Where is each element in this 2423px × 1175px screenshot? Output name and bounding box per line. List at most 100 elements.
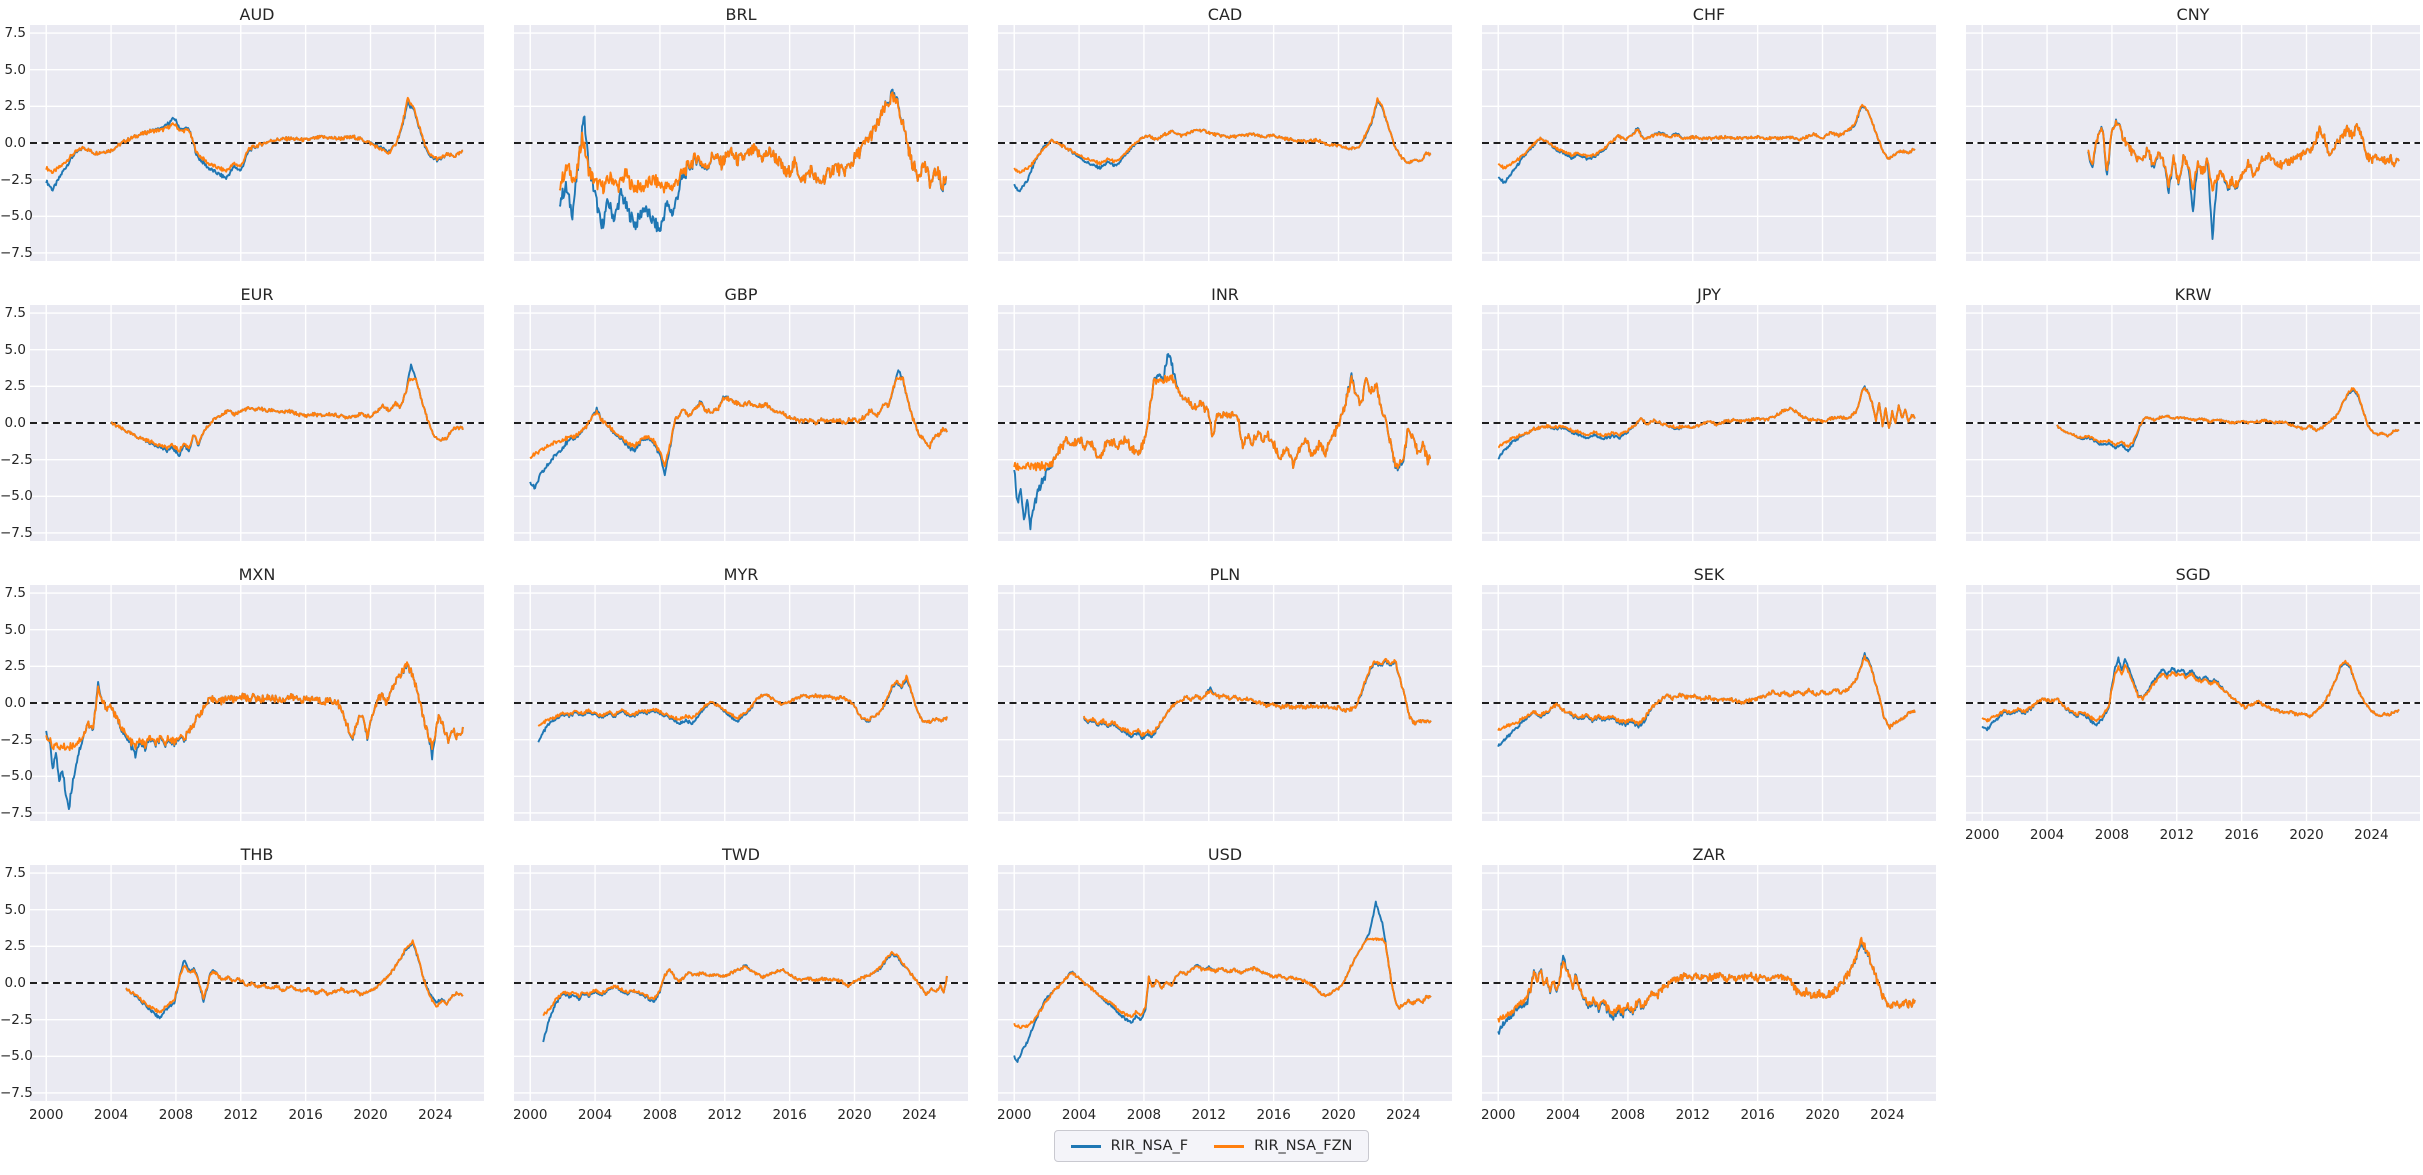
- facet-INR: INR: [968, 284, 1452, 564]
- y-tick-label: −7.5: [0, 1084, 33, 1101]
- facet-SEK: SEK: [1452, 564, 1936, 844]
- facet-title: ZAR: [1692, 845, 1726, 864]
- legend-label: RIR_NSA_F: [1110, 1138, 1189, 1154]
- series-line-rir-nsa-fzn: [45, 96, 464, 174]
- series-line-rir-nsa-fzn: [1013, 97, 1432, 174]
- facet-AUD: AUD 7.5 5.0 2.5 0.0 −2.5 −5.0 −7.5: [0, 4, 484, 284]
- x-tick-label: 2004: [94, 1107, 128, 1123]
- series-line-rir-nsa-fzn: [1981, 659, 2400, 723]
- facet-title: USD: [1207, 845, 1243, 864]
- series-line-rir-nsa-fzn: [1497, 103, 1916, 170]
- facet-KRW: KRW: [1936, 284, 2420, 564]
- x-tick-label: 2016: [288, 1107, 322, 1123]
- series-line-rir-nsa-fzn: [125, 939, 464, 1014]
- x-tick-label: 2024: [1386, 1107, 1420, 1123]
- facet-title: INR: [1211, 285, 1239, 304]
- series-line-rir-nsa-fzn: [45, 661, 464, 752]
- facet-title: GBP: [724, 285, 758, 304]
- series-line-rir-nsa-fzn: [1013, 937, 1432, 1030]
- series-line-rir-nsa-fzn: [1497, 654, 1916, 731]
- x-tick-label: 2008: [1611, 1107, 1645, 1123]
- facet-title: THB: [240, 845, 274, 864]
- y-tick-label: 0.0: [4, 135, 26, 151]
- x-tick-label: 2000: [1482, 1107, 1515, 1123]
- facet-plot: [998, 585, 1452, 821]
- y-tick-label: 5.0: [4, 621, 26, 638]
- series-line-rir-nsa-fzn: [1013, 374, 1432, 472]
- facet-THB: THB 2000 2004 2008 2012 2016 2020 2024 7.5 5.0 2.5…: [0, 844, 484, 1124]
- y-tick-label: −5.0: [0, 488, 33, 505]
- y-tick-label: 2.5: [4, 658, 26, 675]
- y-tick-label: −7.5: [0, 524, 33, 541]
- facet-title: CHF: [1692, 5, 1726, 24]
- facet-plot: 2000 2004 2008 2012 2016 2020 2024: [30, 865, 484, 1123]
- y-tick-label: −2.5: [0, 451, 33, 468]
- facet-title: SEK: [1693, 565, 1725, 584]
- x-tick-label: 2012: [1676, 1107, 1710, 1123]
- series-line-rir-nsa-fzn: [2056, 387, 2400, 448]
- x-tick-label: 2000: [998, 1107, 1031, 1123]
- series-line-rir-nsa-fzn: [1082, 657, 1432, 738]
- y-tick-label: −2.5: [0, 1011, 33, 1028]
- y-tick-label: 0.0: [4, 415, 26, 431]
- x-tick-label: 2016: [2224, 827, 2258, 843]
- series-line-rir-nsa-fzn: [558, 91, 948, 195]
- facet-JPY: JPY: [1452, 284, 1936, 564]
- x-tick-label: 2008: [2095, 827, 2129, 843]
- facet-plot: [514, 25, 968, 261]
- facet-plot: [30, 585, 484, 821]
- facet-plot: [1482, 25, 1936, 261]
- x-tick-label: 2024: [902, 1107, 936, 1123]
- y-tick-label: 5.0: [4, 61, 26, 78]
- x-tick-label: 2024: [2354, 827, 2388, 843]
- y-tick-label: 2.5: [4, 938, 26, 955]
- x-tick-label: 2016: [1256, 1107, 1290, 1123]
- facet-CHF: CHF: [1452, 4, 1936, 284]
- series-line-rir-nsa-fzn: [537, 674, 948, 727]
- facet-title: TWD: [722, 845, 760, 864]
- x-tick-label: 2004: [1546, 1107, 1580, 1123]
- y-tick-label: −7.5: [0, 804, 33, 821]
- y-tick-label: 7.5: [4, 305, 26, 322]
- facet-title: JPY: [1697, 285, 1721, 304]
- x-tick-label: 2008: [643, 1107, 677, 1123]
- facet-title: MXN: [238, 565, 276, 584]
- orange-line-swatch: [1214, 1144, 1245, 1148]
- facet-CNY: CNY: [1936, 4, 2420, 284]
- y-tick-label: −7.5: [0, 244, 33, 261]
- facet-SGD: SGD 2000 2004 2008 2012 2016 2020 2024: [1936, 564, 2420, 844]
- legend-label: RIR_NSA_FZN: [1254, 1138, 1353, 1154]
- facet-title: CNY: [2176, 5, 2210, 24]
- series-line-rir-nsa-fzn: [542, 950, 948, 1017]
- x-tick-label: 2000: [514, 1107, 547, 1123]
- facet-title: AUD: [239, 5, 275, 24]
- facet-plot: 2000 2004 2008 2012 2016 2020 2024: [1482, 865, 1936, 1123]
- x-tick-label: 2004: [2030, 827, 2064, 843]
- y-tick-label: 0.0: [4, 695, 26, 711]
- facet-plot: 2000 2004 2008 2012 2016 2020 2024: [514, 865, 968, 1123]
- series-line-rir-nsa-fzn: [110, 377, 464, 453]
- facet-title: KRW: [2174, 285, 2212, 304]
- facet-MYR: MYR: [484, 564, 968, 844]
- facet-EUR: EUR 7.5 5.0 2.5 0.0 −2.5 −5.0 −7.5: [0, 284, 484, 564]
- facet-GBP: GBP: [484, 284, 968, 564]
- x-tick-label: 2012: [1192, 1107, 1226, 1123]
- x-tick-label: 2008: [159, 1107, 193, 1123]
- y-tick-label: 7.5: [4, 865, 26, 882]
- x-tick-label: 2020: [837, 1107, 871, 1123]
- facet-plot: [1966, 305, 2420, 541]
- y-tick-label: −5.0: [0, 768, 33, 785]
- y-tick-label: 5.0: [4, 901, 26, 918]
- y-tick-label: 2.5: [4, 378, 26, 395]
- series-line-rir-nsa-fzn: [2087, 119, 2400, 192]
- facet-plot: [998, 25, 1452, 261]
- facet-plot: [1482, 305, 1936, 541]
- y-tick-label: 5.0: [4, 341, 26, 358]
- legend-item-rir-nsa-fzn: RIR_NSA_FZN: [1214, 1138, 1352, 1154]
- x-tick-label: 2012: [224, 1107, 258, 1123]
- y-tick-label: 7.5: [4, 585, 26, 602]
- facet-title: MYR: [723, 565, 759, 584]
- x-tick-label: 2004: [1062, 1107, 1096, 1123]
- x-tick-label: 2020: [1321, 1107, 1355, 1123]
